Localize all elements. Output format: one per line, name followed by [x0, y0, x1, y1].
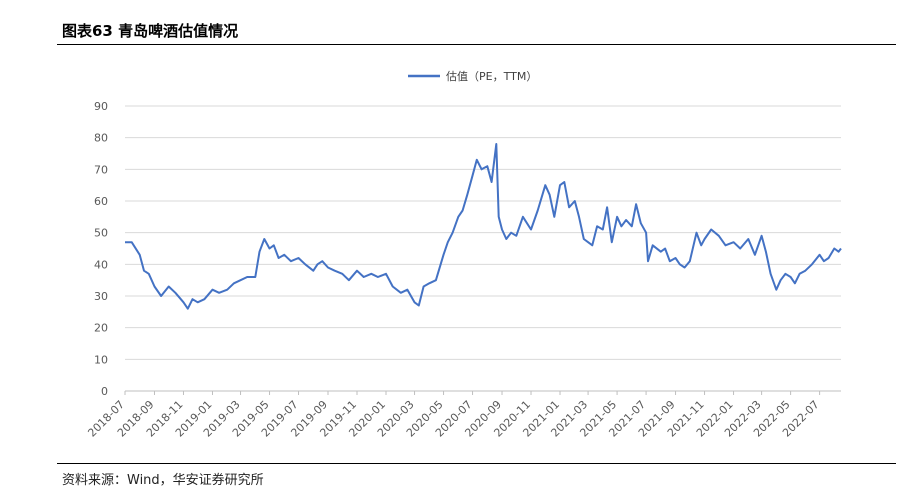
legend-label: 估值（PE，TTM） — [446, 70, 537, 83]
top-rule — [57, 44, 896, 45]
y-tick-label: 30 — [94, 290, 108, 303]
figure-title: 图表63 青岛啤酒估值情况 — [62, 22, 239, 40]
y-tick-label: 50 — [94, 227, 108, 240]
bottom-rule — [57, 463, 896, 464]
y-tick-label: 80 — [94, 132, 108, 145]
y-tick-label: 10 — [94, 353, 108, 366]
y-tick-label: 40 — [94, 258, 108, 271]
y-tick-label: 60 — [94, 195, 108, 208]
y-tick-label: 70 — [94, 163, 108, 176]
x-axis: 2018-072018-092018-112019-012019-032019-… — [85, 390, 841, 440]
series-group — [125, 143, 842, 310]
legend: 估值（PE，TTM） — [408, 70, 537, 83]
y-tick-label: 20 — [94, 322, 108, 335]
grid-lines — [125, 105, 841, 360]
source-note: 资料来源：Wind，华安证券研究所 — [62, 473, 264, 488]
series-line — [125, 143, 842, 310]
y-axis-ticks: 0 10 20 30 40 50 60 70 80 90 — [94, 100, 108, 398]
y-tick-label: 90 — [94, 100, 108, 113]
y-tick-label: 0 — [101, 385, 108, 398]
